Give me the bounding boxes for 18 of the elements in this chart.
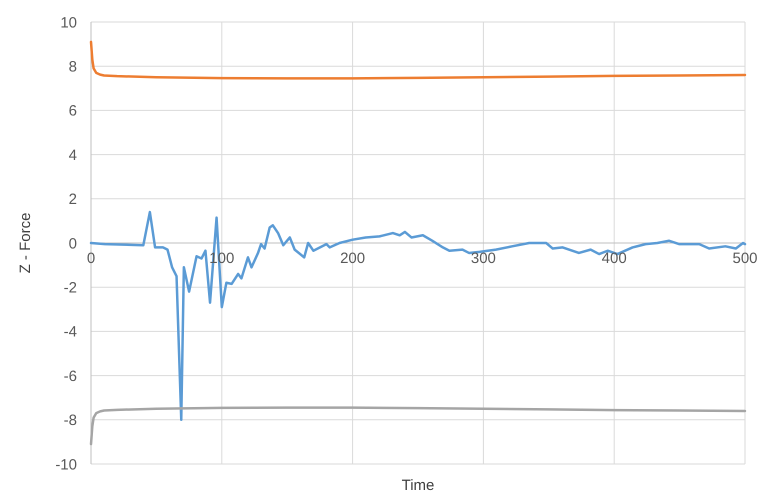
y-tick-label: 0 bbox=[68, 235, 77, 252]
x-tick-label: 0 bbox=[86, 250, 96, 267]
y-axis-title: Z - Force bbox=[17, 212, 34, 274]
x-tick-label: 300 bbox=[470, 250, 496, 267]
y-tick-label: 2 bbox=[68, 191, 77, 208]
y-tick-label: 6 bbox=[68, 102, 77, 120]
y-tick-label: -10 bbox=[55, 456, 77, 474]
y-tick-label: -2 bbox=[64, 279, 77, 296]
y-tick-label: 10 bbox=[60, 14, 77, 32]
x-tick-label: 500 bbox=[732, 250, 758, 267]
x-tick-label: 200 bbox=[340, 250, 366, 267]
x-axis-title: Time bbox=[402, 477, 434, 494]
y-tick-label: 4 bbox=[68, 146, 77, 164]
y-tick-label: -8 bbox=[64, 412, 77, 430]
x-tick-label: 400 bbox=[602, 250, 627, 267]
y-tick-label: -6 bbox=[64, 368, 77, 385]
y-tick-label: -4 bbox=[64, 324, 77, 341]
y-tick-label: 8 bbox=[68, 58, 77, 76]
